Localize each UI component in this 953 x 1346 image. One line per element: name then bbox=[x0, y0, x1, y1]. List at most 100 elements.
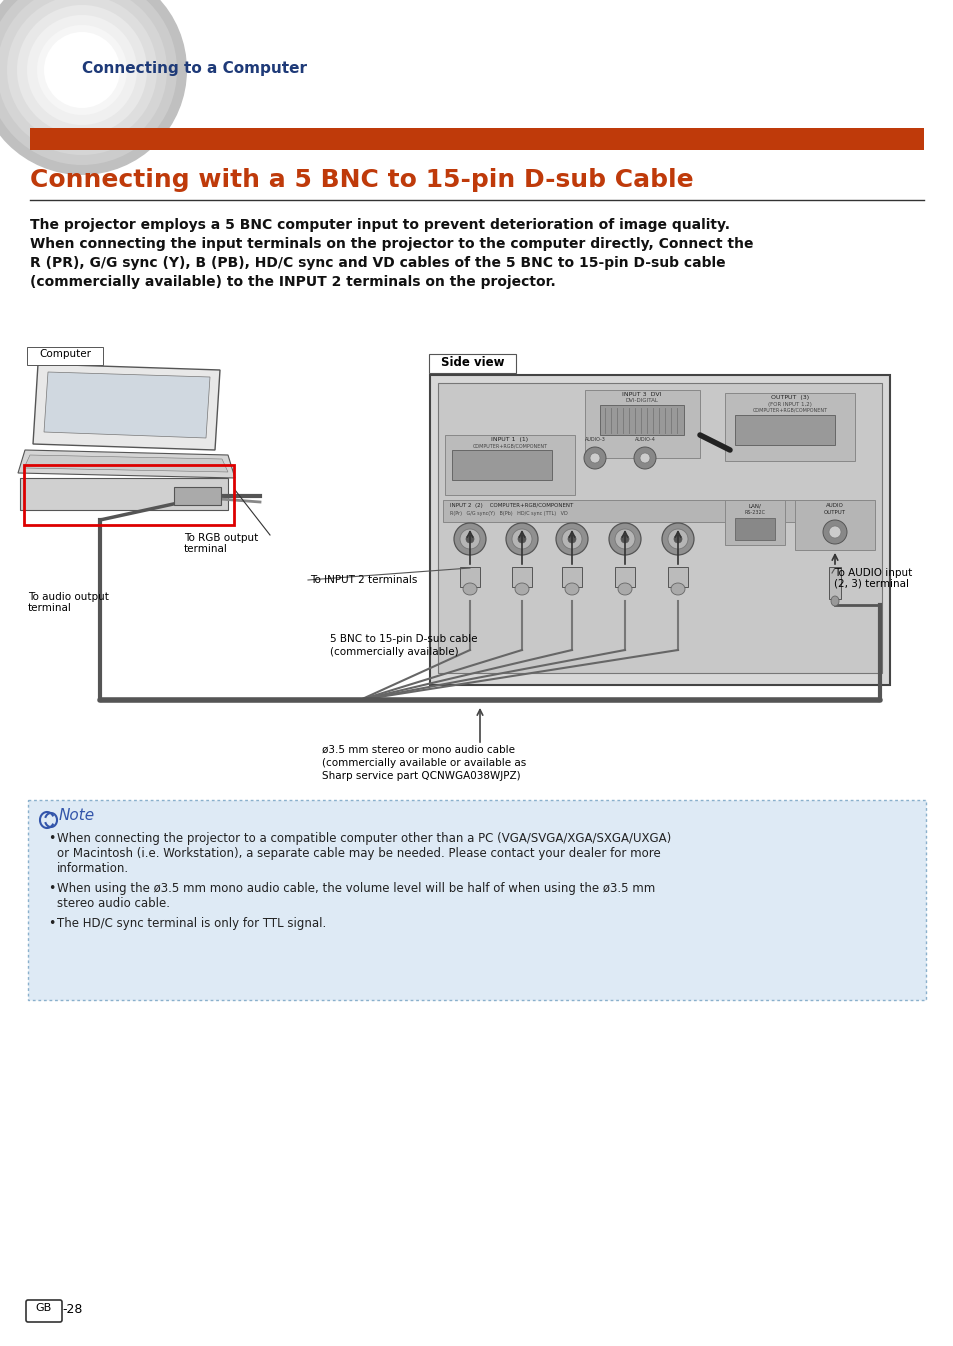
Ellipse shape bbox=[620, 534, 628, 542]
Ellipse shape bbox=[634, 447, 656, 468]
Text: COMPUTER+RGB/COMPONENT: COMPUTER+RGB/COMPONENT bbox=[472, 443, 547, 448]
Text: R (PR), G/G sync (Y), B (PB), HD/C sync and VD cables of the 5 BNC to 15-pin D-s: R (PR), G/G sync (Y), B (PB), HD/C sync … bbox=[30, 256, 725, 271]
Text: (commercially available or available as: (commercially available or available as bbox=[322, 758, 526, 769]
Text: Sharp service part QCNWGA038WJPZ): Sharp service part QCNWGA038WJPZ) bbox=[322, 771, 520, 781]
Bar bbox=[794, 499, 874, 551]
Text: DVI-DIGITAL: DVI-DIGITAL bbox=[625, 398, 658, 402]
Text: Connecting to a Computer: Connecting to a Computer bbox=[82, 61, 307, 75]
Ellipse shape bbox=[564, 583, 578, 595]
Ellipse shape bbox=[828, 526, 841, 538]
Text: AUDIO-3: AUDIO-3 bbox=[584, 437, 605, 441]
Text: Side view: Side view bbox=[441, 355, 504, 369]
Bar bbox=[615, 567, 635, 587]
Text: or Macintosh (i.e. Workstation), a separate cable may be needed. Please contact : or Macintosh (i.e. Workstation), a separ… bbox=[57, 847, 660, 860]
Ellipse shape bbox=[670, 583, 684, 595]
Text: Computer: Computer bbox=[39, 349, 91, 359]
Text: When connecting the input terminals on the projector to the computer directly, C: When connecting the input terminals on t… bbox=[30, 237, 753, 250]
Text: RS-232C: RS-232C bbox=[743, 510, 764, 516]
Bar bbox=[437, 384, 882, 673]
Text: To INPUT 2 terminals: To INPUT 2 terminals bbox=[310, 575, 416, 586]
Bar bbox=[724, 499, 784, 545]
Bar bbox=[667, 567, 687, 587]
Circle shape bbox=[37, 26, 127, 114]
Bar bbox=[459, 567, 479, 587]
Text: AUDIO-4: AUDIO-4 bbox=[634, 437, 655, 441]
Text: (commercially available) to the INPUT 2 terminals on the projector.: (commercially available) to the INPUT 2 … bbox=[30, 275, 556, 289]
Bar bbox=[561, 567, 581, 587]
Text: The projector employs a 5 BNC computer input to prevent deterioration of image q: The projector employs a 5 BNC computer i… bbox=[30, 218, 729, 232]
Bar bbox=[584, 390, 700, 458]
Circle shape bbox=[0, 0, 187, 175]
Ellipse shape bbox=[567, 534, 576, 542]
Polygon shape bbox=[18, 450, 234, 478]
Ellipse shape bbox=[512, 529, 532, 549]
Text: •: • bbox=[48, 917, 55, 930]
Text: OUTPUT: OUTPUT bbox=[823, 510, 845, 516]
Circle shape bbox=[27, 15, 137, 125]
Text: To RGB output: To RGB output bbox=[184, 533, 258, 542]
Bar bbox=[724, 393, 854, 460]
Text: (2, 3) terminal: (2, 3) terminal bbox=[833, 579, 908, 590]
Ellipse shape bbox=[462, 583, 476, 595]
Text: The HD/C sync terminal is only for TTL signal.: The HD/C sync terminal is only for TTL s… bbox=[57, 917, 326, 930]
Ellipse shape bbox=[589, 454, 599, 463]
Text: R(Pr)   G/G sync(Y)   B(Pb)   HD/C sync (TTL)   VD: R(Pr) G/G sync(Y) B(Pb) HD/C sync (TTL) … bbox=[450, 511, 567, 516]
Text: When using the ø3.5 mm mono audio cable, the volume level will be half of when u: When using the ø3.5 mm mono audio cable,… bbox=[57, 882, 655, 895]
Ellipse shape bbox=[618, 583, 631, 595]
Text: ø3.5 mm stereo or mono audio cable: ø3.5 mm stereo or mono audio cable bbox=[322, 744, 515, 755]
Circle shape bbox=[0, 0, 177, 166]
Bar bbox=[512, 567, 532, 587]
Text: •: • bbox=[48, 882, 55, 895]
FancyBboxPatch shape bbox=[26, 1300, 62, 1322]
FancyBboxPatch shape bbox=[27, 347, 103, 365]
Text: AUDIO: AUDIO bbox=[825, 503, 843, 507]
Text: terminal: terminal bbox=[28, 603, 71, 612]
Text: INPUT 3  DVI: INPUT 3 DVI bbox=[621, 392, 661, 397]
Text: (FOR INPUT 1,2): (FOR INPUT 1,2) bbox=[767, 402, 811, 406]
Bar bbox=[444, 435, 575, 495]
Ellipse shape bbox=[515, 583, 529, 595]
Ellipse shape bbox=[556, 524, 587, 555]
Ellipse shape bbox=[615, 529, 635, 549]
Text: COMPUTER+RGB/COMPONENT: COMPUTER+RGB/COMPONENT bbox=[752, 408, 826, 413]
Ellipse shape bbox=[505, 524, 537, 555]
Ellipse shape bbox=[608, 524, 640, 555]
Bar bbox=[828, 567, 841, 599]
FancyBboxPatch shape bbox=[429, 354, 516, 373]
Ellipse shape bbox=[459, 529, 479, 549]
Text: information.: information. bbox=[57, 861, 129, 875]
Circle shape bbox=[44, 32, 120, 108]
Polygon shape bbox=[44, 371, 210, 437]
Bar bbox=[430, 376, 889, 685]
Text: To AUDIO input: To AUDIO input bbox=[833, 568, 911, 577]
Circle shape bbox=[17, 5, 147, 135]
Text: (commercially available): (commercially available) bbox=[330, 647, 458, 657]
Polygon shape bbox=[20, 478, 228, 510]
FancyBboxPatch shape bbox=[173, 487, 221, 505]
Ellipse shape bbox=[673, 534, 681, 542]
Ellipse shape bbox=[583, 447, 605, 468]
Ellipse shape bbox=[517, 534, 525, 542]
Text: To audio output: To audio output bbox=[28, 592, 109, 602]
Ellipse shape bbox=[465, 534, 474, 542]
Text: terminal: terminal bbox=[184, 544, 228, 555]
Ellipse shape bbox=[830, 596, 838, 606]
Ellipse shape bbox=[639, 454, 649, 463]
Text: Note: Note bbox=[59, 808, 95, 822]
Text: 5 BNC to 15-pin D-sub cable: 5 BNC to 15-pin D-sub cable bbox=[330, 634, 477, 643]
Text: GB: GB bbox=[36, 1303, 52, 1312]
Text: LAN/: LAN/ bbox=[748, 503, 760, 507]
Bar bbox=[24, 464, 233, 525]
Text: When connecting the projector to a compatible computer other than a PC (VGA/SVGA: When connecting the projector to a compa… bbox=[57, 832, 671, 845]
Polygon shape bbox=[33, 363, 220, 450]
Bar bbox=[452, 450, 552, 481]
Circle shape bbox=[0, 0, 167, 155]
Bar bbox=[30, 128, 923, 149]
Ellipse shape bbox=[454, 524, 485, 555]
Bar bbox=[442, 499, 861, 522]
Text: OUTPUT  (3): OUTPUT (3) bbox=[770, 394, 808, 400]
Bar bbox=[734, 415, 834, 446]
Ellipse shape bbox=[661, 524, 693, 555]
Bar bbox=[28, 800, 925, 1000]
Ellipse shape bbox=[561, 529, 581, 549]
